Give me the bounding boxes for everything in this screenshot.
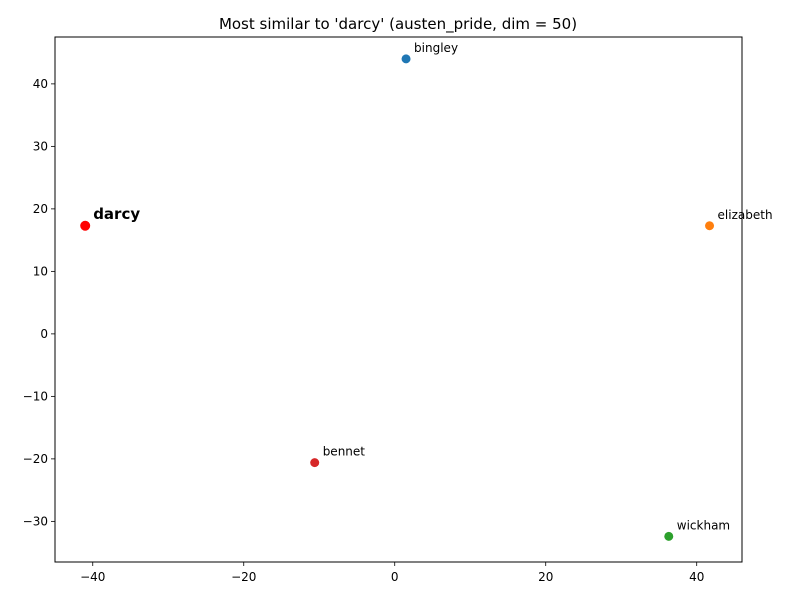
x-tick-label: −40 [80,570,105,584]
y-axis: −30 −20 −10 0 10 20 30 40 [23,77,55,528]
x-axis: −40 −20 0 20 40 [80,562,704,584]
point-bingley [401,54,411,64]
y-tick-label: −20 [23,452,48,466]
point-label-elizabeth: elizabeth [718,208,773,222]
y-tick-label: −10 [23,389,48,403]
y-tick-label: 30 [33,139,48,153]
x-tick-label: 0 [391,570,399,584]
y-tick-label: 20 [33,202,48,216]
point-label-wickham: wickham [677,518,730,532]
plot-area [54,36,743,563]
y-tick-label: −30 [23,514,48,528]
point-wickham [664,531,674,541]
y-tick-label: 10 [33,264,48,278]
point-elizabeth [705,221,715,231]
point-label-darcy: darcy [93,205,140,223]
y-tick-label: 40 [33,77,48,91]
y-tick-label: 0 [40,327,48,341]
x-tick-label: −20 [231,570,256,584]
point-bennet [310,458,320,468]
data-points: darcy bingley elizabeth bennet wickham [80,41,773,541]
chart-title: Most similar to 'darcy' (austen_pride, d… [219,15,577,34]
point-label-bennet: bennet [323,445,366,459]
point-label-bingley: bingley [414,41,458,55]
point-darcy [80,220,91,231]
x-tick-label: 40 [689,570,704,584]
x-tick-label: 20 [538,570,553,584]
